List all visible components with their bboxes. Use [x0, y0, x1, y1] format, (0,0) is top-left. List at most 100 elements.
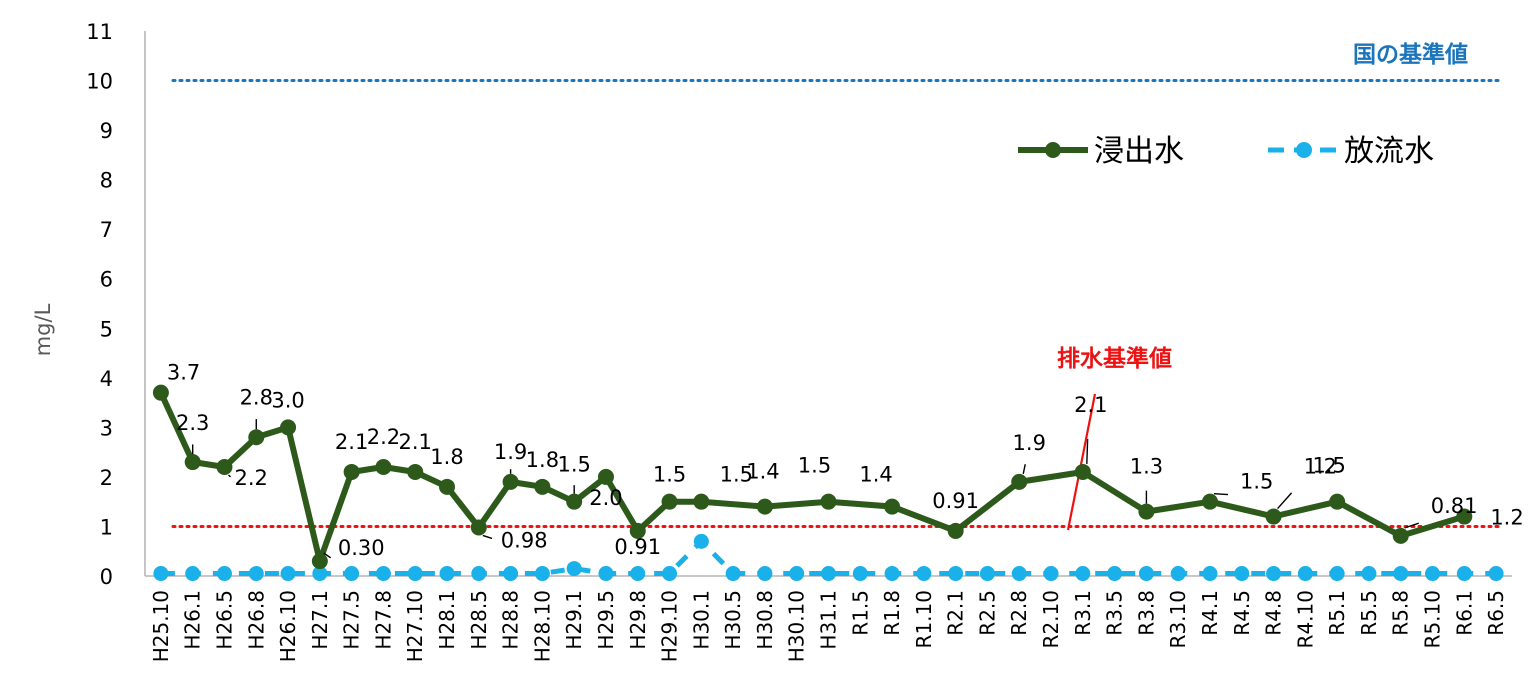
data-point: [439, 478, 456, 495]
legend: 浸出水 放流水: [1018, 134, 1434, 169]
data-point: [598, 566, 614, 582]
data-label: 1.9: [494, 440, 527, 464]
x-tick-label: R3.8: [1134, 590, 1158, 636]
y-tick-label: 4: [100, 367, 113, 391]
data-point: [1329, 566, 1345, 582]
data-point: [534, 478, 551, 495]
data-point: [153, 566, 169, 582]
data-point: [852, 566, 868, 582]
series-line: [157, 389, 1468, 565]
reference-line-label: 国の基準値: [1353, 41, 1468, 68]
y-tick-label: 1: [100, 515, 113, 539]
x-tick-label: R2.5: [975, 590, 999, 636]
x-tick-label: R2.10: [1039, 590, 1063, 648]
data-point: [280, 566, 296, 582]
series-shinshutsusui: [152, 384, 1473, 570]
data-label: 1.5: [653, 463, 686, 487]
data-point: [1392, 527, 1409, 544]
data-label-leader: [1022, 464, 1026, 475]
data-label: 2.1: [335, 430, 368, 454]
x-tick-label: H26.10: [276, 590, 300, 662]
x-tick-label: R3.1: [1071, 590, 1095, 636]
data-point: [184, 454, 201, 471]
x-tick-label: R4.8: [1262, 590, 1286, 636]
data-point: [1170, 566, 1186, 582]
x-tick-label: R1.10: [912, 590, 936, 648]
x-tick-label: H30.10: [785, 590, 809, 662]
data-point: [248, 429, 265, 446]
legend-label: 放流水: [1344, 134, 1434, 169]
data-label-leader: [1277, 492, 1293, 510]
reference-line-label: 排水基準値: [1057, 345, 1172, 372]
data-point: [820, 493, 837, 510]
x-tick-label: R6.1: [1452, 590, 1476, 636]
data-label: 0.91: [614, 535, 661, 559]
data-point: [947, 522, 964, 539]
legend-marker: [1296, 142, 1312, 158]
data-point: [407, 566, 423, 582]
legend-label: 浸出水: [1094, 134, 1184, 169]
data-label: 2.2: [234, 466, 267, 490]
data-point: [471, 566, 487, 582]
data-point: [185, 566, 201, 582]
x-tick-label: H30.5: [721, 590, 745, 650]
reference-label-leader: [1066, 393, 1097, 531]
data-label: 0.98: [501, 528, 548, 552]
data-point: [1075, 566, 1091, 582]
data-label: 1.8: [430, 445, 463, 469]
data-point: [280, 419, 297, 436]
x-tick-label: R3.5: [1103, 590, 1127, 636]
data-point: [630, 566, 646, 582]
data-point: [1043, 566, 1059, 582]
data-point: [725, 566, 741, 582]
data-point: [216, 566, 232, 582]
data-label: 1.5: [557, 453, 590, 477]
data-point: [534, 566, 550, 582]
x-tick-label: H30.8: [753, 590, 777, 650]
y-tick-label: 10: [86, 70, 113, 94]
data-label: 3.7: [167, 361, 200, 385]
data-point: [439, 566, 455, 582]
data-point: [1456, 566, 1472, 582]
data-point: [821, 566, 836, 582]
data-label-leader: [1086, 438, 1089, 464]
data-point: [566, 493, 583, 510]
y-tick-label: 3: [100, 416, 113, 440]
y-tick-label: 0: [100, 565, 113, 589]
x-tick-label: R1.8: [880, 590, 904, 636]
x-tick-label: H27.1: [308, 590, 332, 650]
data-point: [979, 566, 995, 582]
x-tick-labels: H25.10 H26.1 H26.5 H26.8 H26.10 H27.1 H27.5 H27…: [149, 590, 1508, 662]
x-tick-label: H26.8: [244, 590, 268, 650]
data-label: 1.5: [1240, 470, 1273, 494]
x-tick-label: R6.5: [1484, 590, 1508, 636]
data-point: [312, 566, 328, 582]
data-label: 1.3: [1130, 455, 1163, 479]
data-label: 1.4: [859, 463, 892, 487]
series-houryuusui: [153, 533, 1504, 582]
y-tick-label: 2: [100, 466, 113, 490]
x-tick-label: R5.8: [1389, 590, 1413, 636]
data-point: [1138, 566, 1154, 582]
data-point: [1297, 566, 1313, 582]
data-label: 1.5: [1312, 454, 1345, 478]
data-point: [948, 566, 964, 582]
data-point: [884, 498, 901, 515]
data-label: 1.8: [526, 448, 559, 472]
data-label: 1.2: [1304, 455, 1337, 479]
data-point: [629, 522, 646, 539]
x-tick-label: H31.1: [817, 590, 841, 650]
data-label-leader: [227, 474, 231, 478]
data-label: 2.8: [240, 385, 273, 409]
data-point: [1011, 566, 1027, 582]
x-tick-label: H28.1: [435, 590, 459, 650]
data-point: [407, 463, 424, 480]
data-point: [470, 519, 487, 536]
x-tick-label: R4.10: [1293, 590, 1317, 648]
data-label-leader: [1404, 522, 1419, 529]
data-point: [1234, 566, 1250, 582]
x-tick-label: H25.10: [149, 590, 173, 662]
y-tick-label: 5: [100, 317, 113, 341]
x-tick-label: H29.1: [562, 590, 586, 650]
